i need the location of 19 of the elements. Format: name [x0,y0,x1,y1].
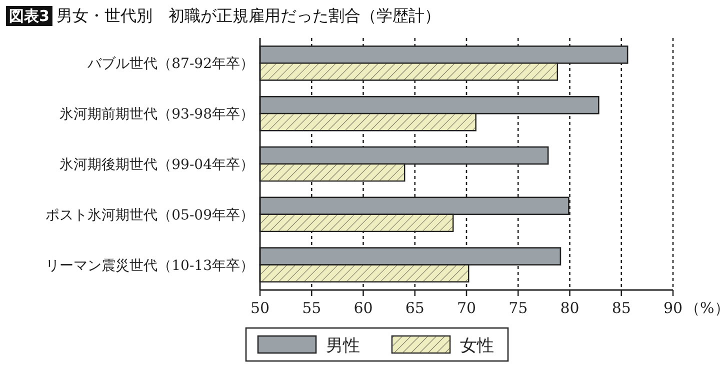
legend-label: 女性 [460,336,494,356]
x-axis-title: （%） [685,299,720,317]
legend-label: 男性 [326,336,360,356]
y-tick-label: 氷河期後期世代（99-04年卒） [60,157,254,173]
y-tick-label: リーマン震災世代（10-13年卒） [46,258,254,274]
x-tick-label: 60 [354,299,373,317]
y-tick-label: バブル世代（87-92年卒） [86,56,254,72]
x-tick-label: 75 [508,299,528,317]
x-tick-label: 65 [405,299,424,317]
x-tick-label: 90 [663,299,683,317]
text: 図表3 [9,7,50,25]
y-tick-label: 氷河期前期世代（93-98年卒） [60,106,254,123]
x-tick-label: 50 [250,299,270,317]
x-tick-label: 85 [612,299,631,317]
x-tick-label: 55 [302,299,322,317]
chart-title: 男女・世代別 初職が正規雇用だった割合（学歴計） [56,6,440,25]
y-tick-label: ポスト氷河期世代（05-09年卒） [46,207,254,224]
x-tick-label: 80 [560,299,580,317]
x-tick-label: 70 [456,299,476,317]
